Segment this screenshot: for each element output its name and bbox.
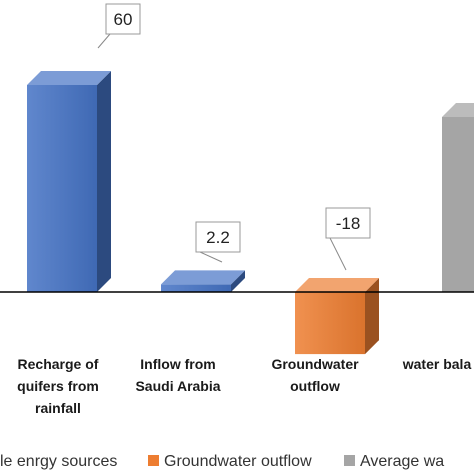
bar-water-balance: [442, 117, 474, 292]
category-label: Saudi Arabia: [135, 378, 220, 394]
bars-group: [27, 71, 474, 355]
category-label: quifers from: [17, 378, 99, 394]
bar-recharge: [27, 85, 97, 292]
bar-recharge-side: [97, 71, 111, 292]
data-label-box: [325, 207, 371, 239]
data-label: 2.2: [206, 228, 230, 247]
bar-water-balance-top: [442, 103, 474, 117]
category-labels-group: Recharge of quifers from rainfall Inflow fr…: [17, 356, 471, 416]
legend-entry: Average wa: [360, 453, 444, 470]
legend-entry: Groundwater outflow: [164, 453, 312, 470]
data-label-leader: [329, 237, 347, 271]
data-labels-group: 60 2.2 -18: [97, 3, 371, 271]
bar-recharge-top: [27, 71, 111, 85]
category-label: water bala: [402, 356, 472, 372]
category-label: Groundwater: [271, 356, 359, 372]
legend-swatch: [344, 455, 355, 466]
category-label: outflow: [290, 378, 340, 394]
bar-inflow-side: [231, 270, 245, 292]
legend-swatch: [148, 455, 159, 466]
category-label: Inflow from: [140, 356, 215, 372]
bar-outflow-side: [365, 278, 379, 355]
data-label-box: [105, 3, 141, 35]
category-label: Recharge of: [18, 356, 99, 372]
data-label: 60: [114, 10, 133, 29]
data-label-leader: [97, 33, 111, 49]
bar-outflow: [295, 292, 365, 355]
data-label-box: [195, 221, 241, 253]
bar-inflow-top: [161, 270, 245, 285]
bar-outflow-top: [295, 278, 379, 292]
category-label: rainfall: [35, 400, 81, 416]
bar-inflow: [161, 284, 231, 292]
legend-entry: le enrgy sources: [0, 453, 117, 470]
data-label-leader: [199, 251, 223, 263]
legend: le enrgy sources Groundwater outflow Avera…: [0, 453, 444, 470]
data-label: -18: [336, 214, 361, 233]
